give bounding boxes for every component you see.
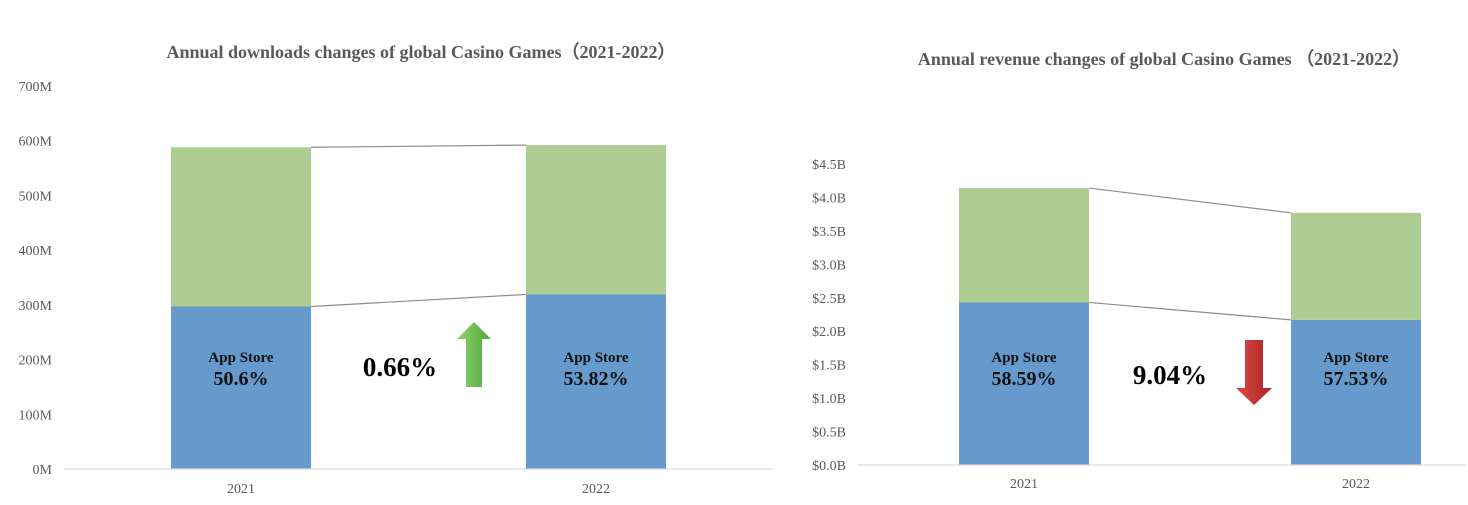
bar-segment-app-store-2022 bbox=[1291, 319, 1421, 465]
y-tick-label: $1.5B bbox=[812, 359, 846, 374]
y-tick-label: $2.5B bbox=[812, 292, 846, 307]
bars bbox=[171, 145, 666, 469]
y-axis-ticks: $0.0B $0.5B $1.0B $1.5B $2.0B $2.5B $3.0B $3.5B… bbox=[812, 158, 846, 474]
bar-labels: App Store 58.59% App Store 57.53% bbox=[991, 350, 1388, 390]
y-tick-label: 600M bbox=[19, 135, 53, 150]
bar-segment-app-store-2022 bbox=[526, 294, 666, 469]
x-axis-labels: 2021 2022 bbox=[227, 482, 610, 497]
revenue-chart: Annual revenue changes of global Casino … bbox=[812, 49, 1466, 492]
y-tick-label: $0.0B bbox=[812, 459, 846, 474]
bar-segment-app-store-2021 bbox=[171, 306, 311, 469]
x-category-label: 2021 bbox=[227, 482, 255, 497]
bar-label-share: 50.6% bbox=[214, 368, 269, 390]
y-tick-label: 400M bbox=[19, 244, 53, 259]
chart-title: Annual revenue changes of global Casino … bbox=[918, 49, 1410, 69]
y-tick-label: 500M bbox=[19, 189, 53, 204]
connector-lines bbox=[310, 144, 527, 308]
y-tick-label: 0M bbox=[33, 463, 53, 478]
bar-labels: App Store 50.6% App Store 53.82% bbox=[208, 350, 628, 390]
chart-title: Annual downloads changes of global Casin… bbox=[166, 42, 675, 62]
x-axis-labels: 2021 2022 bbox=[1010, 477, 1370, 492]
bar-label-share: 57.53% bbox=[1324, 368, 1389, 390]
connector-total bbox=[1088, 187, 1292, 214]
x-category-label: 2022 bbox=[1342, 477, 1370, 492]
bar-label-store: App Store bbox=[991, 350, 1056, 366]
bar-label-store: App Store bbox=[1323, 350, 1388, 366]
y-tick-label: 100M bbox=[19, 408, 53, 423]
y-tick-label: $4.0B bbox=[812, 191, 846, 206]
bar-label-share: 58.59% bbox=[992, 368, 1057, 390]
x-category-label: 2021 bbox=[1010, 477, 1038, 492]
bar-segment-other-2021 bbox=[959, 188, 1089, 303]
bar-label-share: 53.82% bbox=[564, 368, 629, 390]
connector-app-store bbox=[310, 293, 527, 308]
y-tick-label: $2.0B bbox=[812, 325, 846, 340]
bars bbox=[959, 188, 1421, 465]
y-axis-ticks: 0M 100M 200M 300M 400M 500M 600M 700M bbox=[19, 80, 53, 478]
downloads-chart: Annual downloads changes of global Casin… bbox=[19, 42, 773, 497]
y-tick-label: $3.5B bbox=[812, 225, 846, 240]
bar-segment-other-2022 bbox=[1291, 212, 1421, 320]
arrow-up-icon bbox=[457, 322, 491, 387]
y-tick-label: 200M bbox=[19, 354, 53, 369]
bar-segment-other-2021 bbox=[171, 147, 311, 307]
bar-label-store: App Store bbox=[208, 350, 273, 366]
y-tick-label: 700M bbox=[19, 80, 53, 95]
x-category-label: 2022 bbox=[582, 482, 610, 497]
y-tick-label: $0.5B bbox=[812, 426, 846, 441]
bar-segment-app-store-2021 bbox=[959, 302, 1089, 465]
bar-label-store: App Store bbox=[563, 350, 628, 366]
arrow-down-icon bbox=[1236, 340, 1272, 405]
change-percent-label: 9.04% bbox=[1133, 360, 1207, 390]
bar-segment-other-2022 bbox=[526, 145, 666, 295]
connector-total bbox=[310, 144, 527, 148]
y-tick-label: $3.0B bbox=[812, 258, 846, 273]
connector-lines bbox=[1088, 187, 1292, 321]
y-tick-label: $1.0B bbox=[812, 392, 846, 407]
y-tick-label: $4.5B bbox=[812, 158, 846, 173]
connector-app-store bbox=[1088, 301, 1292, 321]
y-tick-label: 300M bbox=[19, 299, 53, 314]
change-percent-label: 0.66% bbox=[363, 352, 437, 382]
